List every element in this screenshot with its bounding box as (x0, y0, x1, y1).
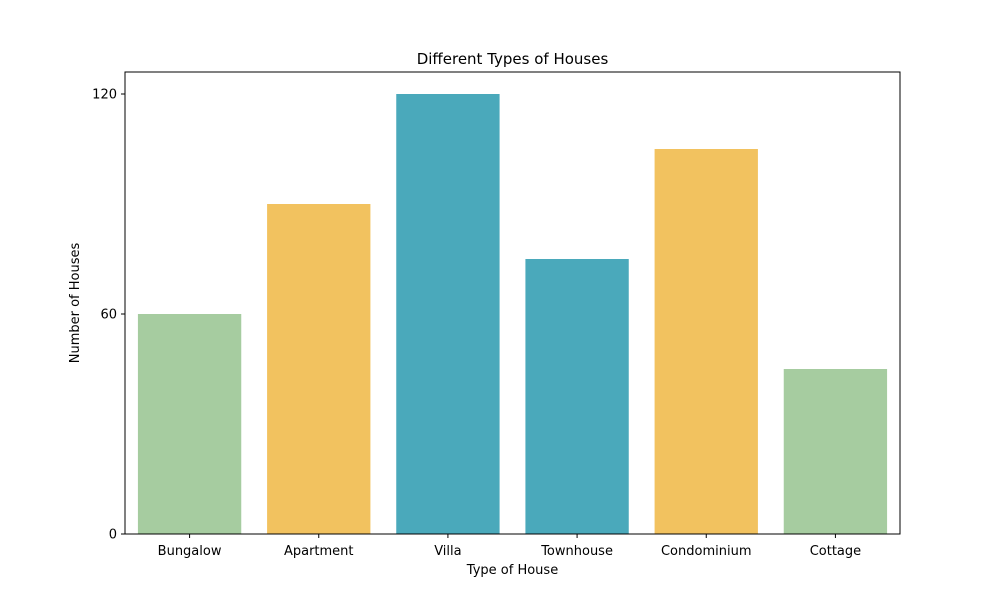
x-tick-label: Cottage (810, 544, 861, 559)
x-tick-label: Villa (434, 544, 461, 559)
y-tick-label: 0 (109, 528, 117, 543)
bar-townhouse (525, 259, 629, 534)
ticks-layer: Bungalow Apartment Villa Townhouse Condomini… (92, 88, 861, 560)
x-axis-label: Type of House (466, 563, 558, 578)
x-tick-label: Bungalow (158, 544, 222, 559)
bars-layer (137, 94, 888, 534)
chart-title: Different Types of Houses (417, 50, 609, 68)
x-tick-label: Condominium (661, 544, 752, 559)
y-axis-label: Number of Houses (68, 243, 83, 364)
bar-cottage (783, 369, 888, 534)
bar-condominium (654, 149, 758, 534)
y-tick-label: 60 (100, 308, 117, 323)
x-tick-label: Townhouse (540, 544, 613, 559)
y-tick-label: 120 (92, 88, 117, 103)
x-tick-label: Apartment (284, 544, 354, 559)
bar-bungalow (137, 314, 242, 534)
bar-apartment (267, 204, 371, 534)
bar-villa (396, 94, 500, 534)
plot-frame (124, 71, 901, 535)
